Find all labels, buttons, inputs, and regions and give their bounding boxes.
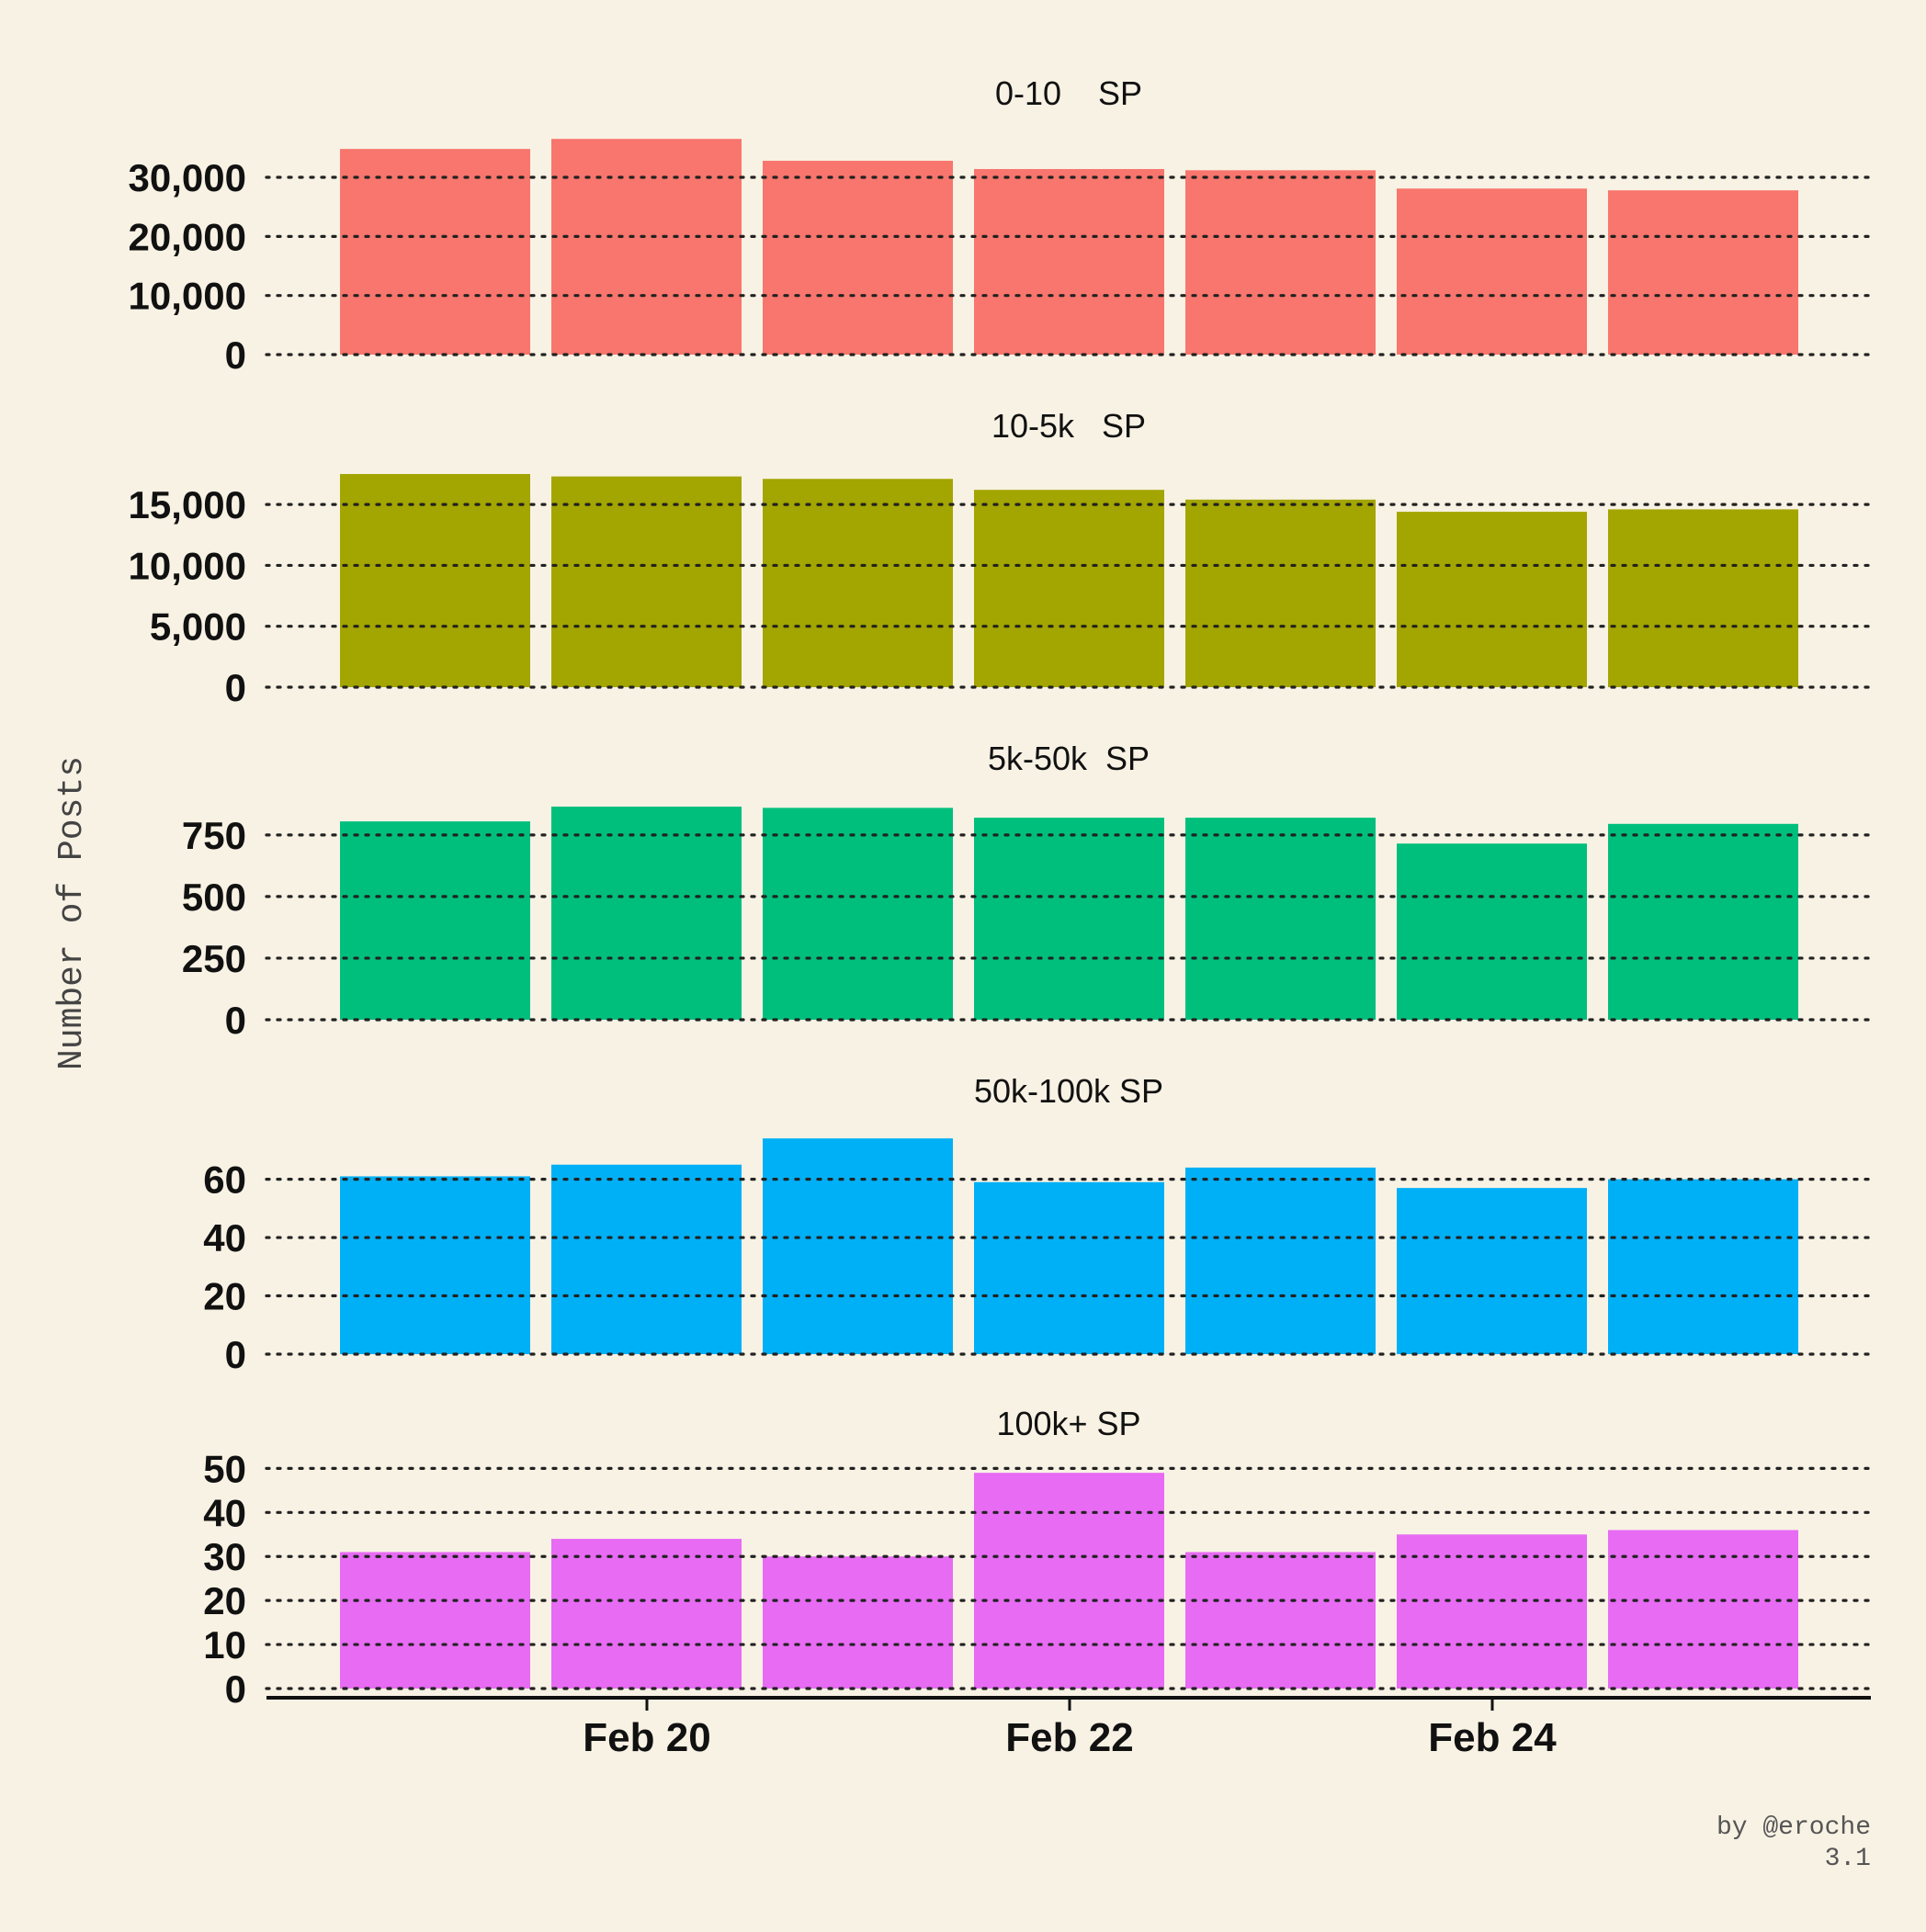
y-tick-label-panel5: 0 xyxy=(225,1667,246,1711)
y-tick-label-panel5: 50 xyxy=(203,1447,246,1490)
bar-panel2-2023-02-23 xyxy=(1185,499,1376,687)
bar-panel4-2023-02-23 xyxy=(1185,1167,1376,1354)
bar-panel5-2023-02-21 xyxy=(763,1556,953,1689)
panel-title-1: 0-10 SP xyxy=(995,74,1142,112)
credit-author: by @eroche xyxy=(1716,1813,1871,1842)
y-tick-label-panel1: 0 xyxy=(225,333,246,377)
bar-panel1-2023-02-22 xyxy=(974,169,1164,355)
bar-panel3-2023-02-21 xyxy=(763,808,953,1020)
bar-panel1-2023-02-21 xyxy=(763,161,953,355)
x-tick-label: Feb 24 xyxy=(1428,1715,1557,1760)
y-tick-label-panel1: 10,000 xyxy=(129,275,246,318)
y-tick-label-panel4: 40 xyxy=(203,1216,246,1260)
x-tick-label: Feb 20 xyxy=(583,1715,710,1760)
bar-panel4-2023-02-20 xyxy=(551,1164,742,1354)
y-axis-title: Number of Posts xyxy=(52,756,92,1070)
bar-panel1-2023-02-20 xyxy=(551,139,742,355)
bar-panel3-2023-02-19 xyxy=(340,821,530,1020)
y-tick-label-panel3: 0 xyxy=(225,999,246,1042)
y-tick-label-panel3: 750 xyxy=(182,814,246,857)
bar-panel2-2023-02-25 xyxy=(1608,509,1798,687)
panel-title-2: 10-5k SP xyxy=(991,407,1146,445)
y-tick-label-panel2: 15,000 xyxy=(129,483,246,526)
bar-panel2-2023-02-22 xyxy=(974,490,1164,687)
bar-panel4-2023-02-24 xyxy=(1397,1188,1587,1354)
bar-panel5-2023-02-23 xyxy=(1185,1552,1376,1689)
y-tick-label-panel5: 30 xyxy=(203,1535,246,1578)
bar-panel2-2023-02-21 xyxy=(763,479,953,687)
y-tick-label-panel1: 20,000 xyxy=(129,215,246,258)
x-tick-label: Feb 22 xyxy=(1005,1715,1133,1760)
y-tick-label-panel4: 20 xyxy=(203,1275,246,1318)
y-tick-label-panel2: 10,000 xyxy=(129,544,246,587)
bar-panel5-2023-02-19 xyxy=(340,1552,530,1689)
bar-panel3-2023-02-24 xyxy=(1397,843,1587,1020)
y-tick-label-panel3: 500 xyxy=(182,876,246,919)
y-tick-label-panel5: 20 xyxy=(203,1579,246,1622)
panel-title-5: 100k+ SP xyxy=(996,1405,1140,1442)
y-tick-label-panel1: 30,000 xyxy=(129,156,246,199)
bar-panel3-2023-02-25 xyxy=(1608,823,1798,1020)
bar-panel3-2023-02-23 xyxy=(1185,818,1376,1020)
y-tick-label-panel5: 40 xyxy=(203,1491,246,1534)
bar-panel1-2023-02-24 xyxy=(1397,188,1587,355)
y-tick-label-panel4: 60 xyxy=(203,1158,246,1202)
credit-version: 3.1 xyxy=(1824,1845,1871,1873)
y-tick-label-panel2: 0 xyxy=(225,666,246,709)
bar-panel2-2023-02-19 xyxy=(340,473,530,687)
panel-title-3: 5k-50k SP xyxy=(988,740,1150,777)
y-tick-label-panel2: 5,000 xyxy=(150,605,246,649)
bar-panel1-2023-02-23 xyxy=(1185,170,1376,355)
bar-panel3-2023-02-22 xyxy=(974,818,1164,1020)
bar-panel5-2023-02-22 xyxy=(974,1473,1164,1689)
bar-panel4-2023-02-22 xyxy=(974,1181,1164,1354)
bar-panel2-2023-02-24 xyxy=(1397,512,1587,687)
bar-panel5-2023-02-20 xyxy=(551,1539,742,1689)
bar-panel5-2023-02-25 xyxy=(1608,1530,1798,1689)
y-tick-label-panel4: 0 xyxy=(225,1333,246,1376)
bar-panel4-2023-02-19 xyxy=(340,1176,530,1354)
bar-panel3-2023-02-20 xyxy=(551,807,742,1020)
panel-title-4: 50k-100k SP xyxy=(974,1072,1163,1110)
bar-panel1-2023-02-25 xyxy=(1608,190,1798,355)
bar-panel1-2023-02-19 xyxy=(340,149,530,355)
bar-panel4-2023-02-25 xyxy=(1608,1179,1798,1354)
y-tick-label-panel5: 10 xyxy=(203,1623,246,1666)
bar-panel5-2023-02-24 xyxy=(1397,1534,1587,1689)
y-tick-label-panel3: 250 xyxy=(182,937,246,980)
bar-panel2-2023-02-20 xyxy=(551,476,742,687)
bar-panel4-2023-02-21 xyxy=(763,1138,953,1354)
